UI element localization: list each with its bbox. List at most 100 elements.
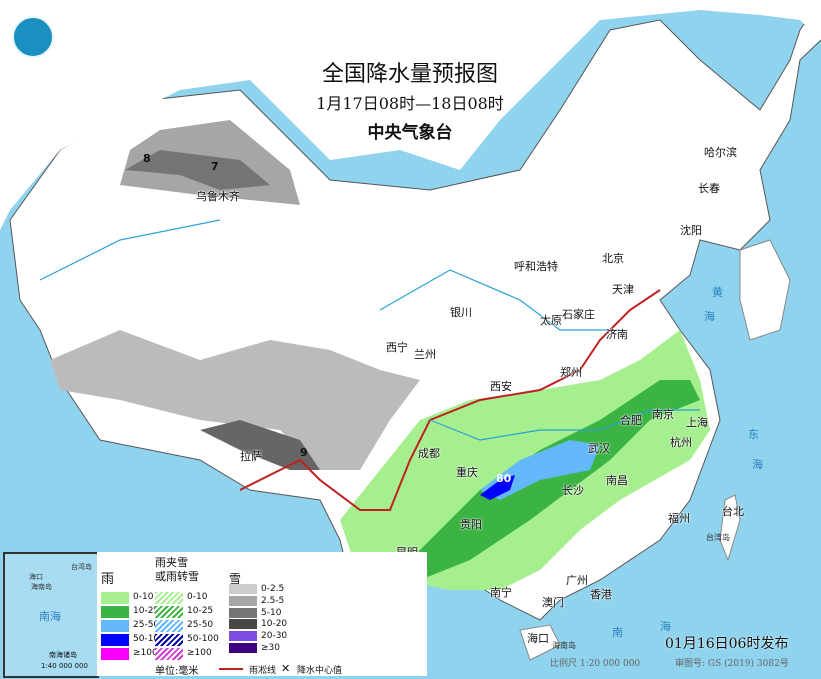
city-label: 呼和浩特 bbox=[514, 260, 558, 273]
legend-label-rain: 10-25 bbox=[133, 606, 160, 616]
legend-label-snow: 2.5-5 bbox=[261, 595, 285, 606]
city-label: 兰州 bbox=[414, 348, 436, 361]
rivers bbox=[39, 219, 700, 441]
map-scale: 比例尺 1:20 000 000 bbox=[550, 659, 641, 669]
legend-mixed-title: 雨夹雪 bbox=[155, 556, 188, 569]
city-label: 澳门 bbox=[542, 596, 564, 609]
legend-unit: 单位:毫米 bbox=[155, 666, 199, 677]
city-label: 成都 bbox=[418, 447, 440, 460]
land-east bbox=[0, 0, 821, 230]
city-label: 武汉 bbox=[588, 442, 610, 455]
sea-label: 南 bbox=[612, 626, 623, 639]
snow-tibet bbox=[50, 330, 420, 470]
sea-label: 海 bbox=[752, 458, 763, 471]
inset-scale: 1:40 000 000 bbox=[41, 662, 88, 670]
legend-swatch-mixed bbox=[155, 634, 183, 646]
city-label: 郑州 bbox=[560, 366, 582, 379]
city-label: 西安 bbox=[490, 380, 512, 393]
city-label: 天津 bbox=[612, 283, 634, 296]
legend-swatch-rain bbox=[101, 606, 129, 618]
legend-swatch-snow bbox=[229, 584, 257, 594]
legend-snow-title: 雪 bbox=[229, 572, 242, 586]
legend-label-mixed: ≥100 bbox=[187, 648, 212, 658]
city-label: 南昌 bbox=[606, 474, 628, 487]
city-label: 石家庄 bbox=[562, 308, 595, 321]
legend-label-snow: 20-30 bbox=[261, 631, 288, 642]
sea-label: 海 bbox=[704, 310, 715, 323]
city-label: 西宁 bbox=[386, 341, 408, 354]
legend-swatch-rain bbox=[101, 620, 129, 632]
inset-place-hainan: 海南岛 bbox=[31, 583, 52, 591]
city-label: 银川 bbox=[450, 306, 472, 319]
city-label: 乌鲁木齐 bbox=[196, 190, 240, 203]
city-label: 海口 bbox=[527, 632, 549, 645]
city-label: 长沙 bbox=[562, 484, 584, 497]
legend-swatch-rain bbox=[101, 592, 129, 604]
forecast-period: 1月17日08时—18日08时 bbox=[316, 94, 504, 113]
korea bbox=[739, 239, 791, 341]
inset-place-haikou: 海口 bbox=[29, 573, 43, 581]
legend-mixed-title2: 或雨转雪 bbox=[155, 570, 199, 583]
freeze-line bbox=[239, 289, 661, 511]
legend-swatch-rain bbox=[101, 634, 129, 646]
city-label: 太原 bbox=[540, 314, 562, 327]
legend-label-snow: 0-2.5 bbox=[261, 584, 285, 594]
city-label: 福州 bbox=[668, 512, 690, 525]
legend-label-snow: 5-10 bbox=[261, 607, 282, 618]
legend-swatch-mixed bbox=[155, 606, 183, 618]
inset-sea: 南海 bbox=[39, 610, 61, 623]
legend-label-rain: ≥100 bbox=[133, 648, 158, 658]
legend-swatch-mixed bbox=[155, 620, 183, 632]
island-label-hainan: 海南岛 bbox=[552, 641, 576, 650]
legend-label-snow: ≥30 bbox=[261, 643, 280, 653]
legend-rain-title: 雨 bbox=[101, 572, 115, 587]
center-value: 80 bbox=[496, 472, 512, 485]
city-label: 上海 bbox=[686, 416, 708, 429]
legend-swatch-snow bbox=[229, 643, 257, 653]
legend-label-rain: 50-100 bbox=[133, 634, 165, 644]
city-label: 济南 bbox=[606, 328, 628, 341]
city-label: 香港 bbox=[590, 588, 612, 601]
center-value: 9 bbox=[300, 446, 308, 459]
legend-label-mixed: 0-10 bbox=[187, 592, 208, 602]
legend-label-rain: 25-50 bbox=[133, 620, 160, 630]
city-label: 南宁 bbox=[490, 586, 512, 599]
legend-label-mixed: 25-50 bbox=[187, 620, 214, 630]
city-label: 哈尔滨 bbox=[704, 146, 737, 159]
rain-storm bbox=[480, 475, 515, 500]
inset-place-taiwan: 台湾岛 bbox=[71, 563, 92, 571]
approval-number: 审图号: GS (2019) 3082号 bbox=[675, 659, 789, 669]
issued-time: 01月16日06时发布 bbox=[665, 636, 789, 652]
rain-moderate bbox=[400, 380, 700, 580]
city-label: 台北 bbox=[722, 505, 744, 518]
logo bbox=[12, 16, 54, 58]
city-label: 拉萨 bbox=[240, 450, 262, 463]
snow-xinjiang-heavy bbox=[125, 150, 270, 190]
taiwan bbox=[719, 494, 741, 562]
legend-label-mixed: 10-25 bbox=[187, 606, 214, 616]
legend-swatch-snow bbox=[229, 595, 257, 606]
inset-map: 海口 海南岛 台湾岛 南海 南海诸岛 1:40 000 000 bbox=[3, 552, 99, 678]
legend: 雨 雨夹雪 或雨转雪 雪 0-10 10-25 25-50 50-100 ≥100 0-1… bbox=[97, 552, 427, 677]
legend-freeze-line: 雨凇线 bbox=[249, 666, 277, 676]
island-label-taiwan: 台湾岛 bbox=[706, 533, 730, 542]
city-label: 广州 bbox=[566, 574, 588, 587]
center-value: 8 bbox=[143, 152, 151, 165]
center-value: 7 bbox=[211, 160, 219, 173]
legend-label-rain: 0-10 bbox=[133, 592, 154, 602]
city-label: 贵阳 bbox=[460, 518, 482, 531]
city-label: 南京 bbox=[652, 408, 674, 421]
legend-swatch-snow bbox=[229, 607, 257, 618]
legend-swatch-mixed bbox=[155, 592, 183, 604]
city-label: 北京 bbox=[602, 252, 624, 265]
inset-label: 南海诸岛 bbox=[49, 651, 77, 659]
legend-swatch-snow bbox=[229, 631, 257, 642]
map-title: 全国降水量预报图 bbox=[321, 62, 498, 87]
hainan bbox=[519, 624, 561, 661]
legend-swatch-mixed bbox=[155, 648, 183, 660]
sea-label: 黄 bbox=[712, 286, 723, 299]
city-label: 杭州 bbox=[670, 436, 692, 449]
sea-label: 海 bbox=[660, 620, 671, 633]
